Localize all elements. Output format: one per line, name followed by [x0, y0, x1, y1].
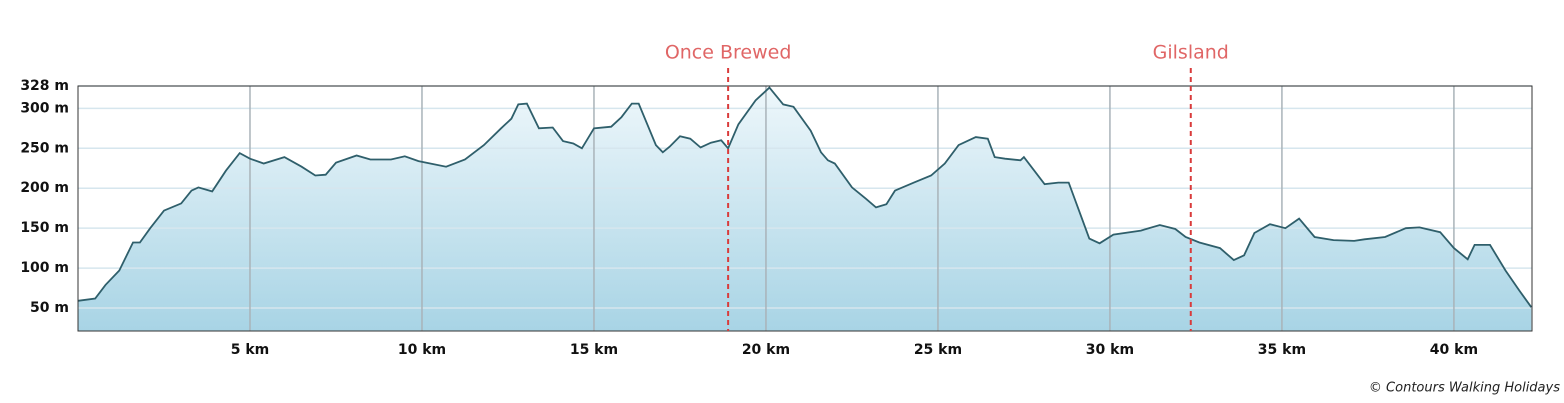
elevation-line: [77, 86, 1533, 308]
y-tick-label: 328 m: [20, 78, 69, 94]
annotation-label: Gilsland: [1153, 42, 1229, 64]
y-tick-label: 300 m: [20, 100, 69, 116]
plot-frame: [77, 85, 1533, 332]
x-tick-label: 25 km: [914, 342, 962, 358]
x-tick-label: 15 km: [570, 342, 618, 358]
x-tick-label: 30 km: [1086, 342, 1134, 358]
y-tick-label: 200 m: [20, 180, 69, 196]
x-tick-label: 20 km: [742, 342, 790, 358]
x-tick-label: 10 km: [398, 342, 446, 358]
credit: © Contours Walking Holidays: [1369, 381, 1560, 396]
x-tick-label: 5 km: [231, 342, 270, 358]
x-tick-label: 35 km: [1258, 342, 1306, 358]
area: [78, 87, 1532, 331]
y-tick-label: 100 m: [20, 260, 69, 276]
y-tick-label: 150 m: [20, 220, 69, 236]
y-tick-label: 50 m: [30, 300, 69, 316]
y-tick-label: 250 m: [20, 140, 69, 156]
x-tick-label: 40 km: [1430, 342, 1478, 358]
annotation-label: Once Brewed: [665, 42, 792, 64]
